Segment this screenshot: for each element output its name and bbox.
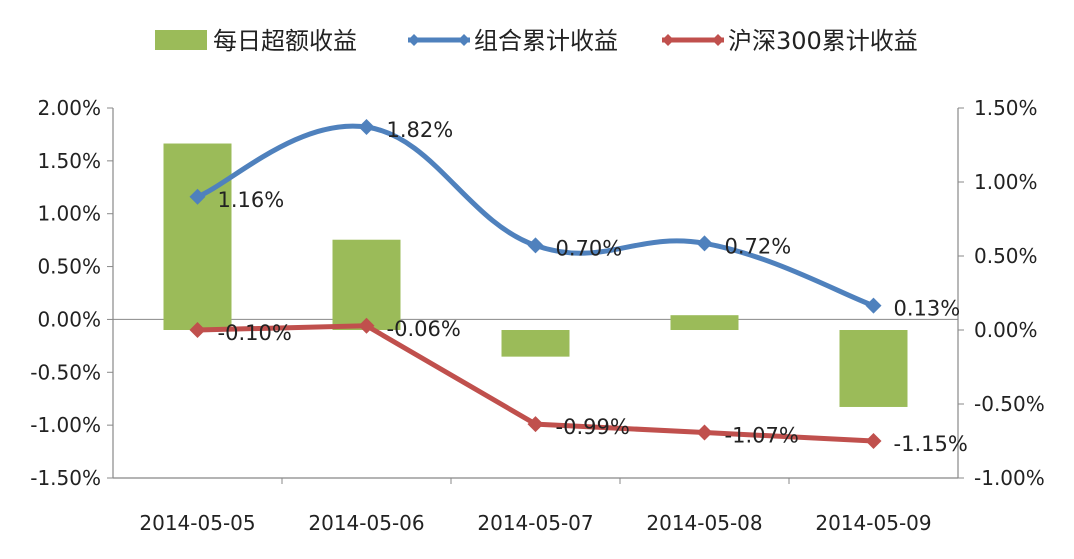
excess-return-bar (839, 330, 908, 407)
right-tick-label: 1.00% (974, 170, 1038, 194)
csi300-data-label: -0.99% (556, 415, 630, 439)
portfolio-data-label: 1.82% (387, 118, 454, 142)
left-tick-label: 1.50% (37, 149, 101, 173)
x-tick-label: 2014-05-07 (477, 511, 593, 535)
excess-return-bar (332, 239, 401, 330)
portfolio-point-marker (358, 119, 375, 136)
legend-swatch-marker (662, 34, 674, 46)
csi300-point-marker (358, 317, 375, 334)
x-tick-label: 2014-05-08 (646, 511, 762, 535)
portfolio-data-label: 0.13% (894, 297, 961, 321)
right-tick-label: 1.50% (974, 96, 1038, 120)
csi300-point-marker (865, 433, 882, 449)
legend-label-portfolio: 组合累计收益 (474, 27, 618, 55)
csi300-point-marker (527, 416, 544, 433)
portfolio-point-marker (189, 188, 206, 205)
portfolio-data-label: 1.16% (218, 188, 285, 212)
portfolio-data-label: 0.70% (556, 236, 623, 260)
right-tick-label: -1.00% (974, 466, 1045, 490)
csi300-data-label: -0.10% (218, 321, 292, 345)
portfolio-point-marker (696, 235, 713, 252)
legend-swatch-marker (458, 34, 470, 46)
csi300-point-marker (696, 424, 713, 441)
right-tick-label: -0.50% (974, 392, 1045, 416)
portfolio-data-label: 0.72% (725, 234, 792, 258)
csi300-data-label: -0.06% (387, 317, 461, 341)
left-tick-label: -1.50% (30, 466, 101, 490)
legend-label-csi300: 沪深300累计收益 (728, 27, 918, 55)
left-tick-label: 0.00% (37, 307, 101, 331)
left-tick-label: 2.00% (37, 96, 101, 120)
right-tick-label: 0.00% (974, 318, 1038, 342)
excess-return-bar (501, 330, 570, 357)
left-tick-label: 1.00% (37, 202, 101, 226)
x-tick-label: 2014-05-09 (815, 511, 931, 535)
x-tick-label: 2014-05-05 (139, 511, 255, 535)
csi300-data-label: -1.15% (894, 432, 968, 456)
excess-return-bar (163, 143, 232, 330)
portfolio-cumulative-line (195, 123, 876, 309)
legend-label-bar: 每日超额收益 (213, 27, 357, 55)
portfolio-point-marker (865, 297, 882, 314)
legend-swatch-bar (155, 30, 207, 50)
csi300-data-label: -1.07% (725, 424, 799, 448)
left-tick-label: 0.50% (37, 255, 101, 279)
portfolio-point-marker (527, 237, 544, 254)
legend-swatch-marker (712, 34, 724, 46)
left-tick-label: -1.00% (30, 413, 101, 437)
left-tick-label: -0.50% (30, 360, 101, 384)
csi300-point-marker (189, 322, 206, 338)
right-tick-label: 0.50% (974, 244, 1038, 268)
legend-swatch-marker (408, 34, 420, 46)
x-tick-label: 2014-05-06 (308, 511, 424, 535)
excess-return-bar (670, 315, 739, 330)
